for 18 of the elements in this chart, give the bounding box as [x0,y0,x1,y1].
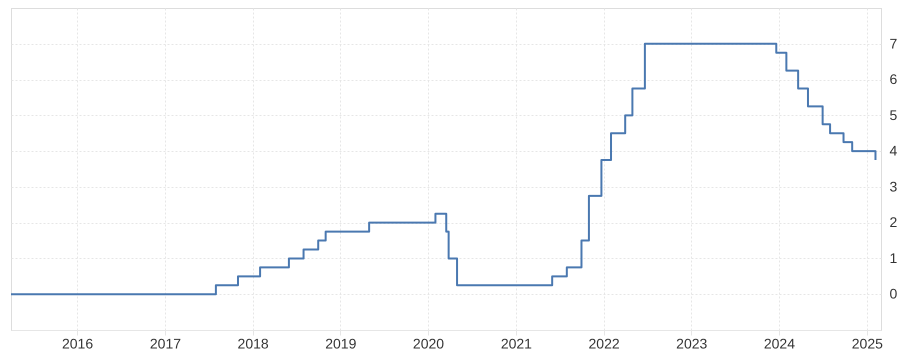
x-tick-label: 2016 [62,336,94,352]
x-tick-label: 2023 [676,336,708,352]
y-tick-label: 7 [890,35,898,52]
y-tick-label: 1 [890,250,898,266]
y-tick-label: 6 [890,71,898,88]
y-tick-label: 3 [890,178,898,194]
y-tick-label: 0 [890,286,898,302]
y-tick-label: 4 [890,142,898,159]
x-tick-label: 2025 [852,336,884,352]
x-tick-label: 2019 [325,336,357,352]
x-tick-label: 2021 [500,336,532,352]
x-tick-label: 2022 [588,336,620,352]
x-tick-label: 2017 [150,336,182,352]
x-tick-label: 2018 [238,336,269,352]
x-tick-label: 2020 [412,336,444,352]
y-tick-label: 5 [890,106,898,123]
y-tick-label: 2 [890,214,898,230]
x-tick-label: 2024 [764,336,796,352]
